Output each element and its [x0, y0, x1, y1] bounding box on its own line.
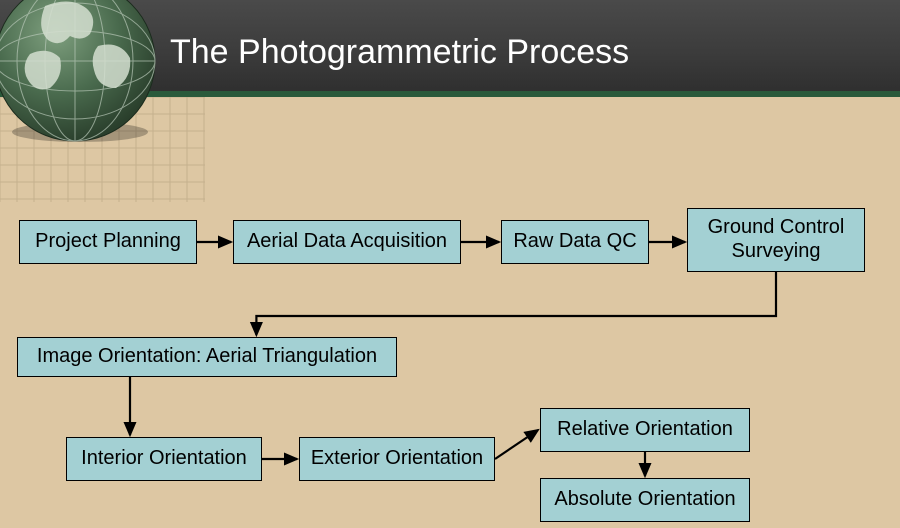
node-n9: Absolute Orientation	[540, 478, 750, 522]
node-n3: Raw Data QC	[501, 220, 649, 264]
node-n6: Interior Orientation	[66, 437, 262, 481]
node-n7: Exterior Orientation	[299, 437, 495, 481]
node-n2: Aerial Data Acquisition	[233, 220, 461, 264]
node-n8: Relative Orientation	[540, 408, 750, 452]
node-n1: Project Planning	[19, 220, 197, 264]
node-n4: Ground ControlSurveying	[687, 208, 865, 272]
slide-title: The Photogrammetric Process	[170, 33, 629, 72]
accent-bar	[0, 91, 900, 97]
slide: The Photogrammetric Process Project Plan…	[0, 0, 900, 528]
node-n5: Image Orientation: Aerial Triangulation	[17, 337, 397, 377]
